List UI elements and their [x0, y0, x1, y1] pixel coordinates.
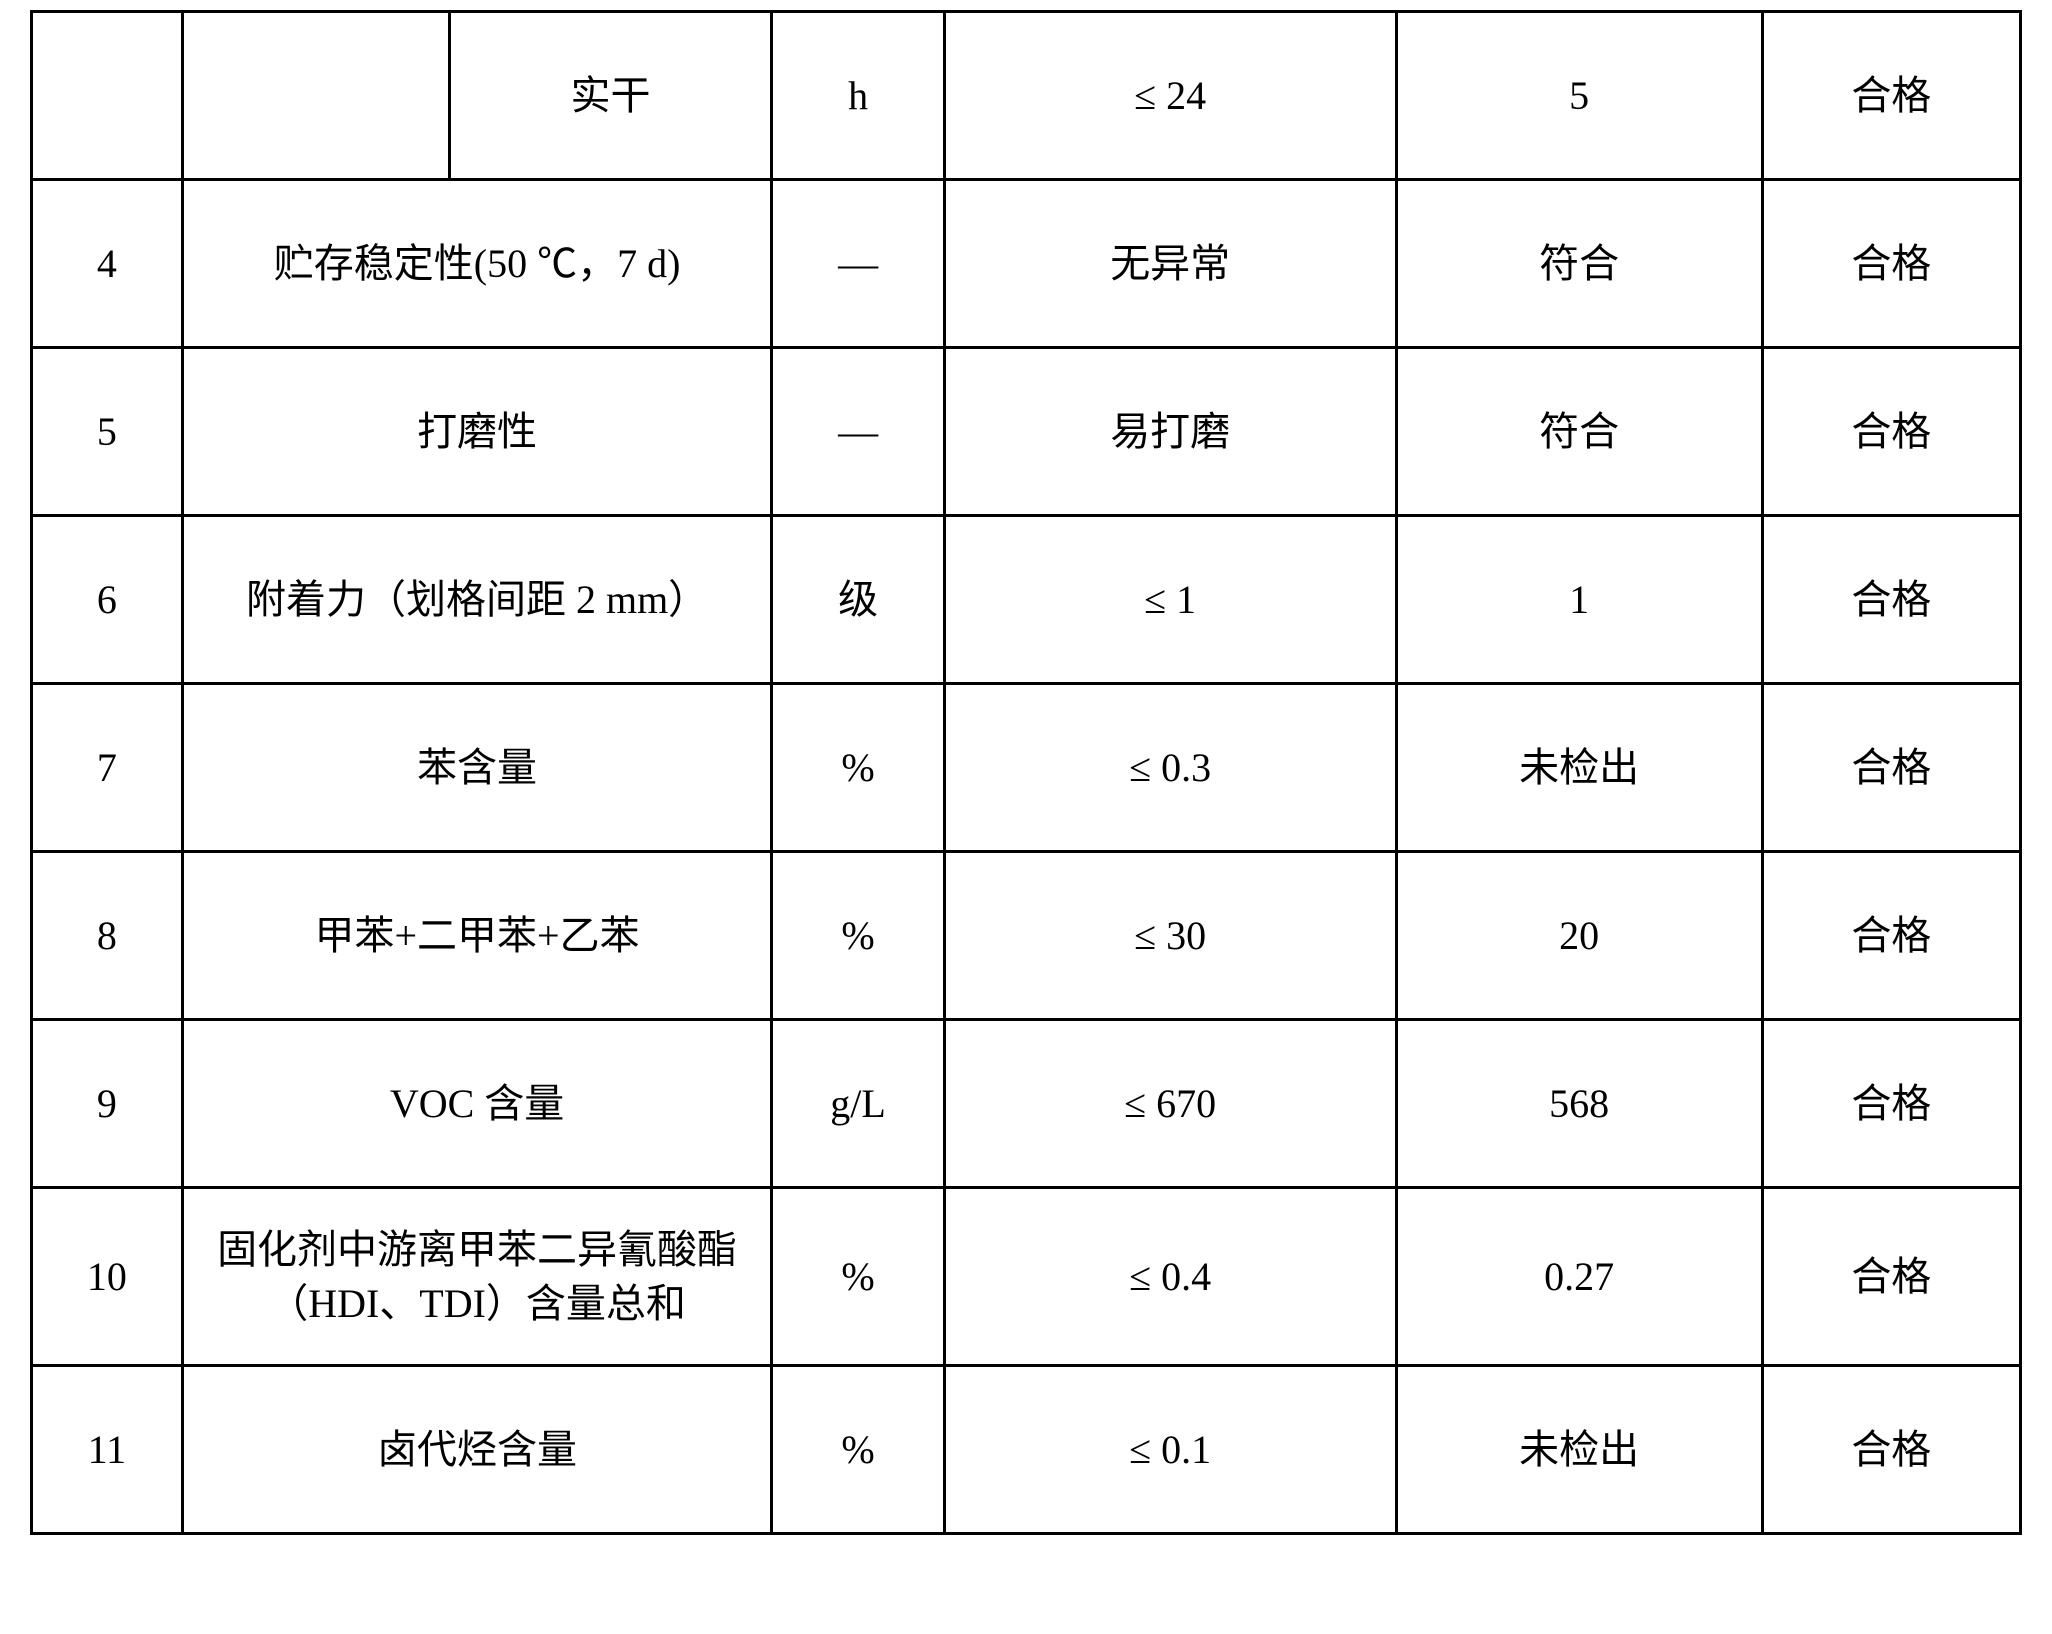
table-row: 9VOC 含量g/L≤ 670568合格	[32, 1020, 2021, 1188]
result-cell: 符合	[1396, 180, 1762, 348]
row-index: 6	[32, 516, 183, 684]
table-row: 实干h≤ 245合格	[32, 12, 2021, 180]
item-name: 打磨性	[182, 348, 772, 516]
spec-cell: ≤ 24	[944, 12, 1396, 180]
item-name: 甲苯+二甲苯+乙苯	[182, 852, 772, 1020]
row-index	[32, 12, 183, 180]
verdict-cell: 合格	[1762, 12, 2020, 180]
result-cell: 20	[1396, 852, 1762, 1020]
spec-cell: ≤ 0.1	[944, 1366, 1396, 1534]
unit-cell: g/L	[772, 1020, 944, 1188]
verdict-cell: 合格	[1762, 684, 2020, 852]
spec-cell: ≤ 30	[944, 852, 1396, 1020]
verdict-cell: 合格	[1762, 1366, 2020, 1534]
item-name: 贮存稳定性(50 ℃，7 d)	[182, 180, 772, 348]
unit-cell: %	[772, 684, 944, 852]
table-row: 5打磨性—易打磨符合合格	[32, 348, 2021, 516]
unit-cell: h	[772, 12, 944, 180]
spec-cell: 无异常	[944, 180, 1396, 348]
unit-cell: —	[772, 180, 944, 348]
verdict-cell: 合格	[1762, 1188, 2020, 1366]
item-name: VOC 含量	[182, 1020, 772, 1188]
spec-cell: ≤ 1	[944, 516, 1396, 684]
row-index: 8	[32, 852, 183, 1020]
spec-cell: ≤ 0.4	[944, 1188, 1396, 1366]
table-row: 10固化剂中游离甲苯二异氰酸酯（HDI、TDI）含量总和%≤ 0.40.27合格	[32, 1188, 2021, 1366]
verdict-cell: 合格	[1762, 852, 2020, 1020]
table-row: 8甲苯+二甲苯+乙苯%≤ 3020合格	[32, 852, 2021, 1020]
result-cell: 1	[1396, 516, 1762, 684]
table-row: 6附着力（划格间距 2 mm）级≤ 11合格	[32, 516, 2021, 684]
unit-cell: 级	[772, 516, 944, 684]
spec-cell: 易打磨	[944, 348, 1396, 516]
spec-cell: ≤ 0.3	[944, 684, 1396, 852]
item-name-left	[182, 12, 449, 180]
spec-cell: ≤ 670	[944, 1020, 1396, 1188]
result-cell: 未检出	[1396, 1366, 1762, 1534]
verdict-cell: 合格	[1762, 1020, 2020, 1188]
row-index: 11	[32, 1366, 183, 1534]
item-name: 苯含量	[182, 684, 772, 852]
row-index: 5	[32, 348, 183, 516]
row-index: 10	[32, 1188, 183, 1366]
result-cell: 5	[1396, 12, 1762, 180]
result-cell: 未检出	[1396, 684, 1762, 852]
spec-table: 实干h≤ 245合格4贮存稳定性(50 ℃，7 d)—无异常符合合格5打磨性—易…	[30, 10, 2022, 1535]
row-index: 4	[32, 180, 183, 348]
unit-cell: —	[772, 348, 944, 516]
row-index: 7	[32, 684, 183, 852]
table-row: 4贮存稳定性(50 ℃，7 d)—无异常符合合格	[32, 180, 2021, 348]
result-cell: 符合	[1396, 348, 1762, 516]
verdict-cell: 合格	[1762, 516, 2020, 684]
item-name: 卤代烃含量	[182, 1366, 772, 1534]
table-row: 11卤代烃含量%≤ 0.1未检出合格	[32, 1366, 2021, 1534]
result-cell: 0.27	[1396, 1188, 1762, 1366]
result-cell: 568	[1396, 1020, 1762, 1188]
table-row: 7苯含量%≤ 0.3未检出合格	[32, 684, 2021, 852]
unit-cell: %	[772, 852, 944, 1020]
item-name: 固化剂中游离甲苯二异氰酸酯（HDI、TDI）含量总和	[182, 1188, 772, 1366]
unit-cell: %	[772, 1366, 944, 1534]
item-name-right: 实干	[449, 12, 772, 180]
verdict-cell: 合格	[1762, 348, 2020, 516]
unit-cell: %	[772, 1188, 944, 1366]
row-index: 9	[32, 1020, 183, 1188]
item-name: 附着力（划格间距 2 mm）	[182, 516, 772, 684]
verdict-cell: 合格	[1762, 180, 2020, 348]
